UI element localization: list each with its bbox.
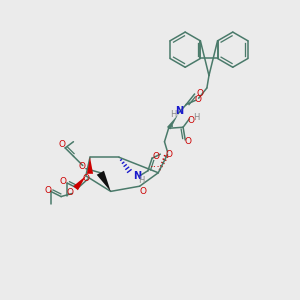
Text: O: O xyxy=(188,116,195,124)
Text: O: O xyxy=(185,137,192,146)
Polygon shape xyxy=(97,171,111,191)
Text: O: O xyxy=(44,186,51,195)
Text: O: O xyxy=(60,176,67,185)
Polygon shape xyxy=(73,176,86,190)
Text: O: O xyxy=(58,140,66,149)
Polygon shape xyxy=(87,157,93,174)
Text: O: O xyxy=(82,175,89,184)
Text: N: N xyxy=(134,171,142,181)
Text: ···: ··· xyxy=(150,163,160,172)
Text: H: H xyxy=(139,176,145,184)
Text: O: O xyxy=(67,188,74,197)
Text: O: O xyxy=(196,88,203,98)
Text: H: H xyxy=(171,110,177,119)
Text: O: O xyxy=(139,187,146,196)
Text: H: H xyxy=(194,113,200,122)
Text: O: O xyxy=(194,95,201,104)
Text: O: O xyxy=(78,162,85,171)
Text: O: O xyxy=(165,150,172,159)
Text: O: O xyxy=(153,152,160,161)
Polygon shape xyxy=(167,115,178,130)
Text: ·: · xyxy=(169,120,174,134)
Text: N: N xyxy=(175,106,183,116)
